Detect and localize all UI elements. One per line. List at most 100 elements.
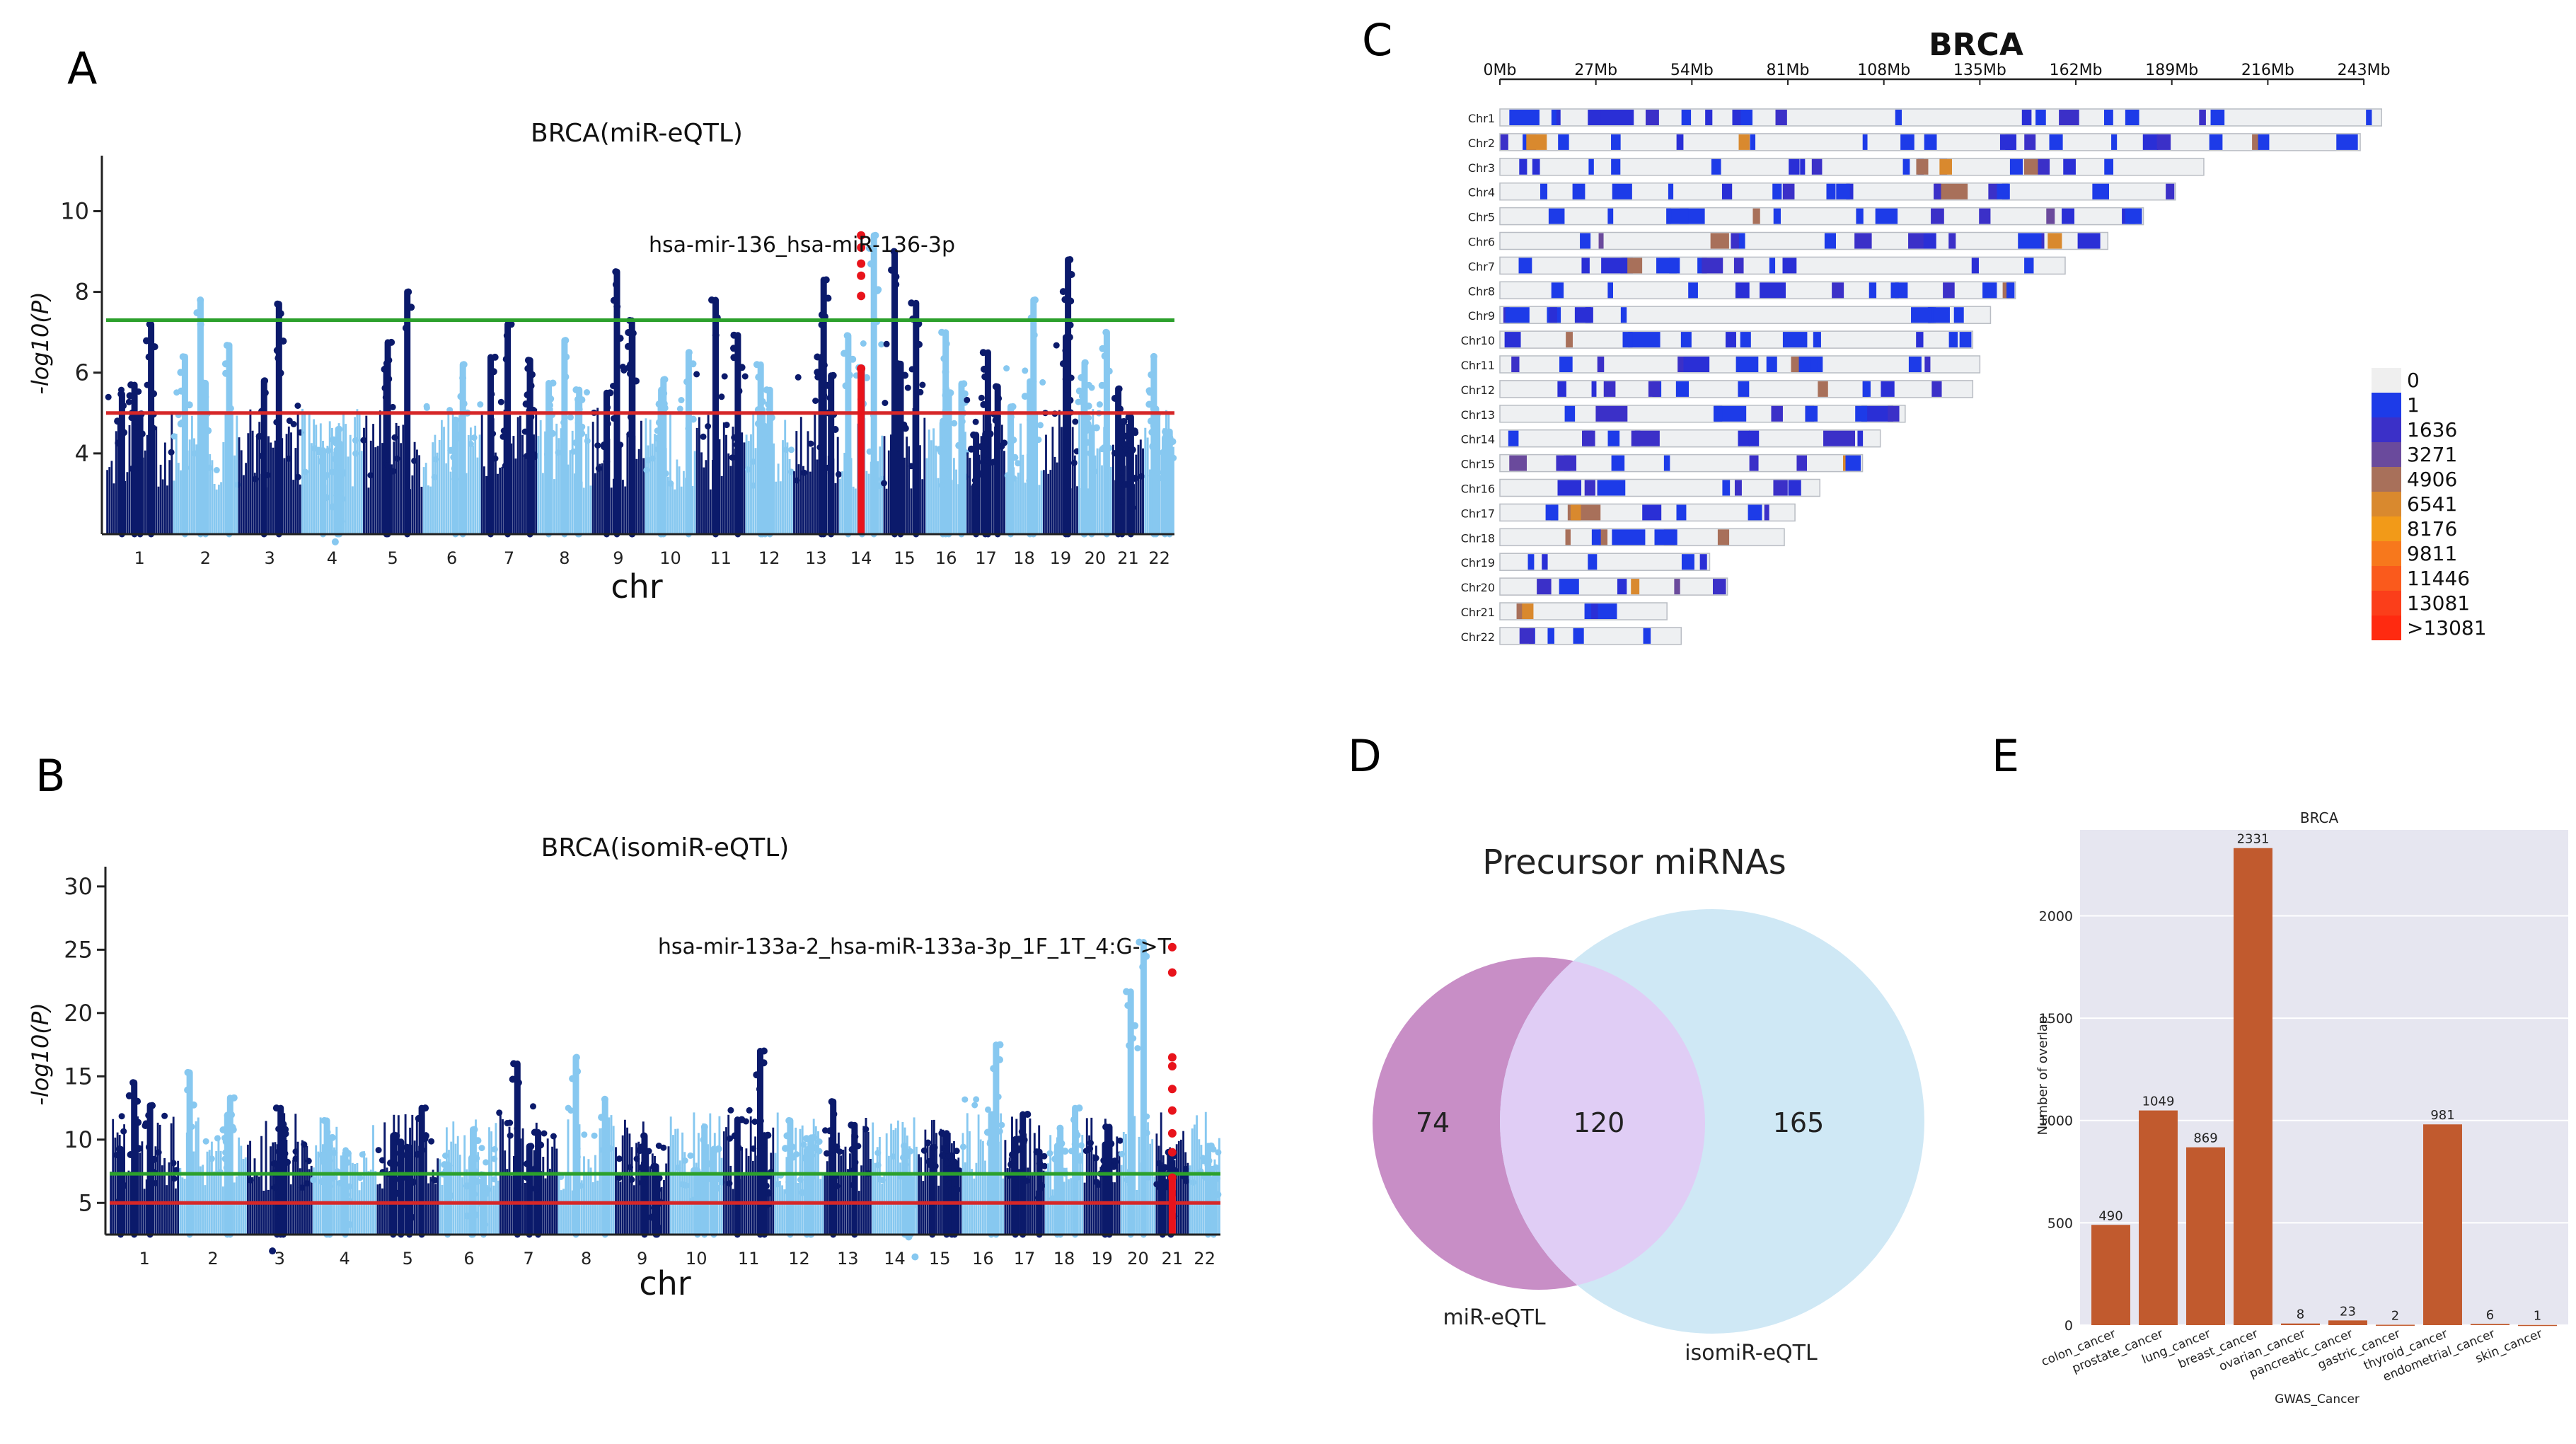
chromosome-label: Chr18 <box>1461 531 1495 545</box>
snp-point <box>1118 497 1126 505</box>
density-segment <box>1612 183 1632 200</box>
y-tick-label: 2000 <box>2039 908 2073 924</box>
snp-point <box>818 321 826 328</box>
snp-point <box>711 1148 718 1155</box>
snp-point <box>1161 1164 1169 1172</box>
snp-point <box>126 392 134 400</box>
snp-point <box>793 1151 800 1157</box>
snp-point <box>730 354 738 362</box>
snp-point <box>1059 288 1067 296</box>
snp-point <box>600 443 608 451</box>
snp-point <box>872 231 879 239</box>
highlight-point <box>857 271 866 280</box>
snp-point <box>1190 1179 1196 1186</box>
density-segment <box>1681 110 1692 125</box>
panel-b-ylabel: -log10(P) <box>27 1003 54 1105</box>
snp-point <box>357 1174 364 1182</box>
x-tick-label: 216Mb <box>2241 62 2294 79</box>
snp-point <box>601 1118 609 1126</box>
snp-point <box>595 465 602 472</box>
x-tick-label-chr-20: 20 <box>1085 548 1107 568</box>
snp-point <box>973 480 980 487</box>
density-segment <box>1705 110 1713 125</box>
snp-point <box>452 416 459 424</box>
density-segment <box>1666 208 1689 224</box>
snp-point <box>1083 439 1091 446</box>
snp-point <box>617 441 624 449</box>
snp-point <box>331 1149 338 1156</box>
snp-point <box>1150 405 1157 412</box>
snp-point <box>848 1121 855 1129</box>
x-tick-label-chr-6: 6 <box>463 1249 474 1269</box>
chr-22-points <box>1144 352 1177 538</box>
snp-point <box>1078 374 1085 381</box>
density-segment <box>1654 529 1677 545</box>
snp-point <box>422 1136 429 1143</box>
snp-point <box>1072 418 1079 425</box>
density-segment <box>1735 282 1750 299</box>
chromosome-label: Chr22 <box>1461 630 1495 644</box>
snp-point <box>995 1093 1002 1100</box>
snp-point <box>469 1154 477 1162</box>
chromosome-row-chr22: Chr22 <box>1461 627 1682 645</box>
snp-point <box>120 1128 127 1135</box>
snp-point <box>1099 345 1107 352</box>
legend-label: 13081 <box>2407 591 2470 615</box>
density-segment <box>1557 381 1566 397</box>
density-segment <box>1869 282 1877 299</box>
snp-point <box>1041 1153 1048 1160</box>
density-segment <box>1813 332 1821 348</box>
snp-point <box>329 468 336 475</box>
density-segment <box>1772 183 1782 200</box>
y-tick-label: 15 <box>64 1063 93 1090</box>
snp-point <box>860 340 867 347</box>
snp-point <box>750 458 756 465</box>
snp-point <box>1143 1129 1150 1136</box>
snp-point <box>483 1159 490 1166</box>
snp-point <box>971 1102 978 1109</box>
chromosome-label: Chr15 <box>1461 458 1495 471</box>
snp-point <box>681 1157 688 1164</box>
snp-point <box>205 464 212 471</box>
chromosome-label: Chr12 <box>1461 383 1495 397</box>
snp-point <box>200 379 207 387</box>
snp-point <box>574 475 581 482</box>
panel-a-highlight <box>857 231 866 534</box>
density-segment <box>1666 208 1672 224</box>
snp-point <box>782 446 790 454</box>
snp-point <box>678 397 685 403</box>
snp-point <box>755 374 763 381</box>
bar-value-label: 869 <box>2193 1131 2217 1146</box>
panel-a-thresholds <box>106 318 1174 415</box>
snp-point <box>200 444 207 452</box>
x-tick-label-chr-16: 16 <box>972 1249 994 1269</box>
snp-point <box>497 398 504 405</box>
snp-point <box>625 342 632 350</box>
snp-point <box>531 1128 538 1136</box>
snp-point <box>352 450 359 457</box>
snp-point <box>830 1110 838 1118</box>
snp-point <box>290 421 297 427</box>
snp-point <box>959 418 966 425</box>
snp-point <box>474 1137 482 1145</box>
density-segment <box>1738 134 1750 150</box>
density-segment <box>1818 381 1828 397</box>
x-tick-label-chr-2: 2 <box>207 1249 218 1269</box>
snp-point <box>398 1152 405 1160</box>
snp-point <box>961 390 969 398</box>
chromosome-label: Chr17 <box>1461 507 1495 520</box>
snp-point <box>1111 1157 1118 1165</box>
density-segment <box>1564 455 1577 471</box>
bar-value-label: 6 <box>2486 1307 2494 1322</box>
snp-point <box>1102 328 1110 336</box>
snp-point <box>1093 1179 1100 1186</box>
density-segment <box>2024 134 2036 150</box>
snp-point <box>275 1148 283 1155</box>
x-tick-label-chr-3: 3 <box>264 548 275 568</box>
density-segment <box>1631 430 1660 446</box>
x-tick-label-chr-1: 1 <box>134 548 145 568</box>
density-segment <box>1674 579 1680 595</box>
snp-point <box>643 466 650 473</box>
chromosome-label: Chr11 <box>1461 359 1495 372</box>
density-segment <box>2006 282 2015 299</box>
